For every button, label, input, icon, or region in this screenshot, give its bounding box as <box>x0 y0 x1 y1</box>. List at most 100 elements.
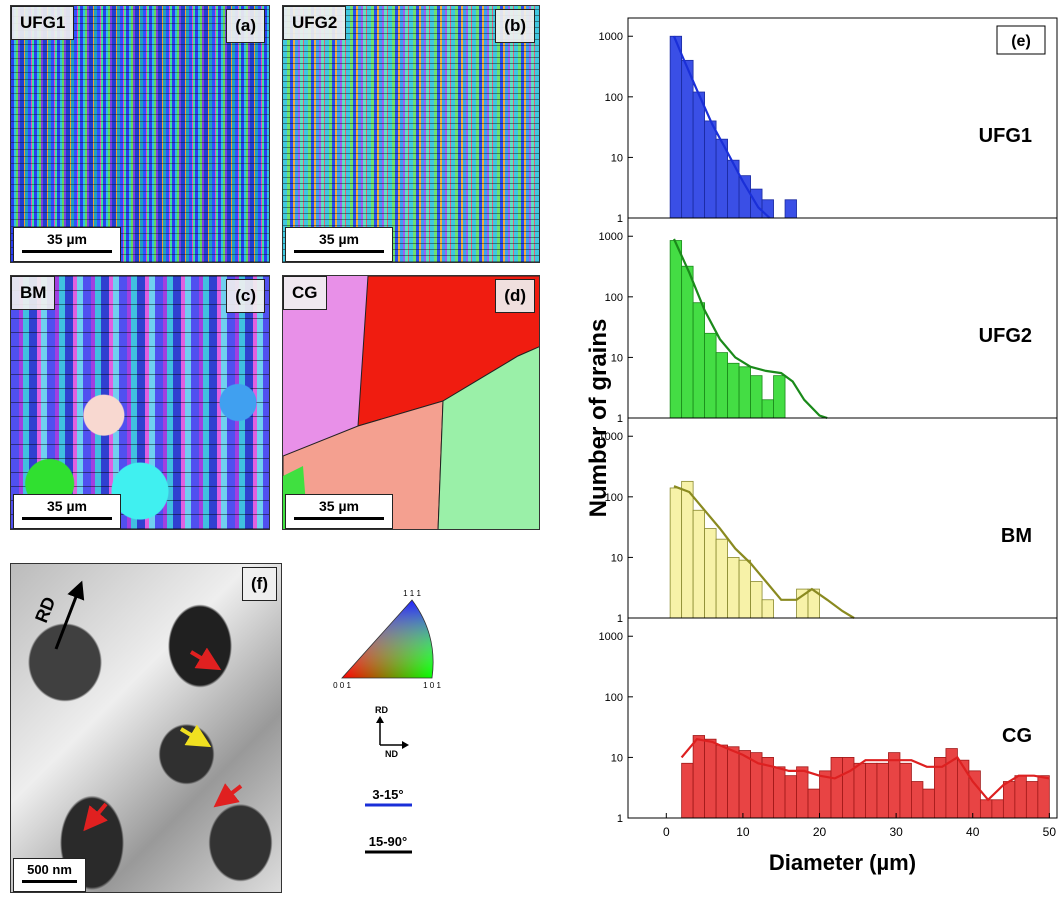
y-tick-label: 10 <box>611 752 623 764</box>
ipf-corner: 1 1 1 <box>403 590 421 598</box>
fit-curve <box>672 35 771 219</box>
y-tick-label: 10 <box>611 152 623 164</box>
scale-text: 35 µm <box>47 498 87 514</box>
scale-bar: 35 µm <box>13 227 121 262</box>
bar <box>669 487 683 619</box>
panel-frame <box>627 17 1058 219</box>
bar <box>888 752 901 819</box>
y-tick-label: 10 <box>611 352 623 364</box>
y-tick-label: 1000 <box>599 31 623 43</box>
bar <box>853 762 866 819</box>
bar <box>865 762 878 819</box>
panel-label: (a) <box>226 9 265 43</box>
scale-bar: 35 µm <box>285 227 393 262</box>
bar <box>681 762 694 819</box>
bar <box>819 770 832 819</box>
x-tick-label: 30 <box>889 825 903 839</box>
bar <box>738 366 751 419</box>
y-tick-label: 100 <box>605 292 623 304</box>
y-tick-label: 1 <box>617 413 623 425</box>
y-tick-label: 10 <box>611 552 623 564</box>
fit-curve <box>672 238 828 420</box>
bar <box>761 599 774 619</box>
y-tick-label: 1000 <box>599 431 623 443</box>
scale-bar: 35 µm <box>285 494 393 529</box>
ebsd-map: CG (d) 35 µm <box>282 275 540 530</box>
y-tick-label: 100 <box>605 692 623 704</box>
series-name: BM <box>1001 525 1032 547</box>
bar <box>807 588 820 619</box>
bar <box>681 59 694 219</box>
bar <box>738 559 751 619</box>
bar <box>1037 775 1050 819</box>
fit-curve <box>680 738 1050 802</box>
bar <box>957 759 970 819</box>
scale-bar: 500 nm <box>13 858 86 892</box>
bar <box>784 775 797 819</box>
bar <box>922 788 935 819</box>
y-tick-label: 1 <box>617 613 623 625</box>
bar <box>784 199 797 219</box>
x-tick-label: 0 <box>663 825 670 839</box>
bar <box>991 799 1004 819</box>
bar <box>968 770 981 819</box>
scale-text: 35 µm <box>319 231 359 247</box>
bar <box>704 332 717 419</box>
y-tick-label: 100 <box>605 92 623 104</box>
panel-name: UFG1 <box>11 6 75 40</box>
bar <box>738 175 751 219</box>
series-name: UFG1 <box>979 125 1032 147</box>
panel-frame <box>627 417 1058 619</box>
bar <box>979 799 993 819</box>
y-tick-label: 1 <box>617 813 623 825</box>
bar <box>773 375 786 419</box>
bar <box>692 735 706 819</box>
panel-name: CG <box>283 276 327 310</box>
bar <box>750 375 763 419</box>
bar <box>796 766 809 819</box>
bar <box>876 762 889 819</box>
bar <box>681 265 694 419</box>
bar <box>669 240 683 419</box>
axis-direction: RD <box>375 705 388 715</box>
bar <box>715 138 728 219</box>
boundary-label: 15-90° <box>369 834 407 849</box>
y-axis-label: Number of grains <box>585 319 612 518</box>
bar <box>669 35 683 219</box>
panel-label: (d) <box>495 279 535 313</box>
x-tick-label: 20 <box>813 825 827 839</box>
bar <box>945 748 958 819</box>
bar <box>807 788 820 819</box>
y-tick-label: 1 <box>617 213 623 225</box>
bar <box>761 399 774 419</box>
ebsd-map: UFG1 (a) 35 µm <box>10 5 270 263</box>
bar <box>911 781 924 819</box>
bar <box>692 91 706 219</box>
bar <box>738 750 751 819</box>
scale-text: 35 µm <box>47 231 87 247</box>
bar <box>1002 781 1016 819</box>
x-tick-label: 10 <box>736 825 750 839</box>
bar <box>773 766 786 819</box>
bar <box>830 757 843 819</box>
bar <box>681 480 694 619</box>
bar <box>761 757 774 819</box>
bar <box>750 581 763 619</box>
scale-text: 500 nm <box>27 862 72 877</box>
arrows: RD <box>31 580 243 832</box>
x-tick-label: 50 <box>1043 825 1057 839</box>
ipf-corner: 0 0 1 <box>333 681 351 690</box>
axis-direction: ND <box>385 749 398 759</box>
panel-frame <box>627 617 1058 819</box>
ipf-corner: 1 0 1 <box>423 681 441 690</box>
grains <box>283 276 539 529</box>
panel-frame <box>627 217 1058 419</box>
bar <box>692 302 706 419</box>
bar <box>727 746 740 819</box>
bar <box>727 362 740 419</box>
bar <box>715 538 728 619</box>
scale-text: 35 µm <box>319 498 359 514</box>
bar <box>1014 775 1027 819</box>
series-name: UFG2 <box>979 325 1032 347</box>
